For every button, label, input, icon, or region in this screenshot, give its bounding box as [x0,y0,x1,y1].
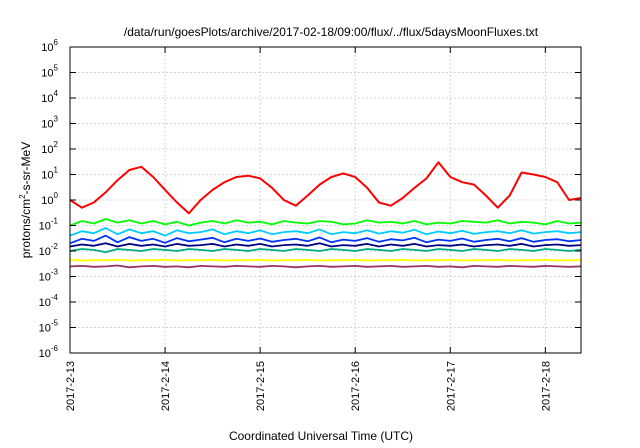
x-tick-label: 2017-2-14 [160,361,172,411]
x-tick-label: 2017-2-13 [65,361,77,411]
y-tick-label: 102 [41,140,58,156]
x-tick-label: 2017-2-16 [350,361,362,411]
x-tick-label: 2017-2-15 [255,361,267,411]
series-line-3 [69,227,582,237]
y-tick-label: 101 [41,166,58,182]
y-tick-label: 106 [41,38,58,54]
series-line-6 [69,248,582,254]
y-tick-label: 10-4 [39,293,59,309]
x-axis-ticks: 2017-2-13 2017-2-14 2017-2-15 2017-2-16 2017… [65,47,552,411]
series-line-1 [69,161,582,215]
y-tick-label: 10-6 [39,344,59,360]
x-tick-label: 2017-2-17 [445,361,457,411]
series-line-2 [69,218,582,227]
y-tick-label: 10-2 [39,242,59,258]
y-axis-label: protons/cm2-s-sr-MeV [18,142,33,258]
y-tick-label: 104 [41,89,58,105]
y-tick-label: 105 [41,64,58,80]
series-line-7 [69,258,582,262]
series-layer [69,161,582,269]
x-axis-label: Coordinated Universal Time (UTC) [229,429,413,443]
grid-lines [70,47,581,353]
series-line-4 [69,234,582,245]
y-tick-label: 10-5 [39,319,59,335]
y-tick-label: 10-3 [39,268,59,284]
x-tick-label: 2017-2-18 [540,361,552,411]
series-line-5 [69,242,582,248]
y-tick-label: 103 [41,115,58,131]
y-axis-ticks: 10-6 10-5 10-4 10-3 10-2 10-1 100 101 102 103 104 1… [39,38,581,360]
y-tick-label: 100 [41,191,58,207]
series-line-8 [69,264,582,269]
y-tick-label: 10-1 [39,217,59,233]
chart-title: /data/run/goesPlots/archive/2017-02-18/0… [124,25,539,39]
